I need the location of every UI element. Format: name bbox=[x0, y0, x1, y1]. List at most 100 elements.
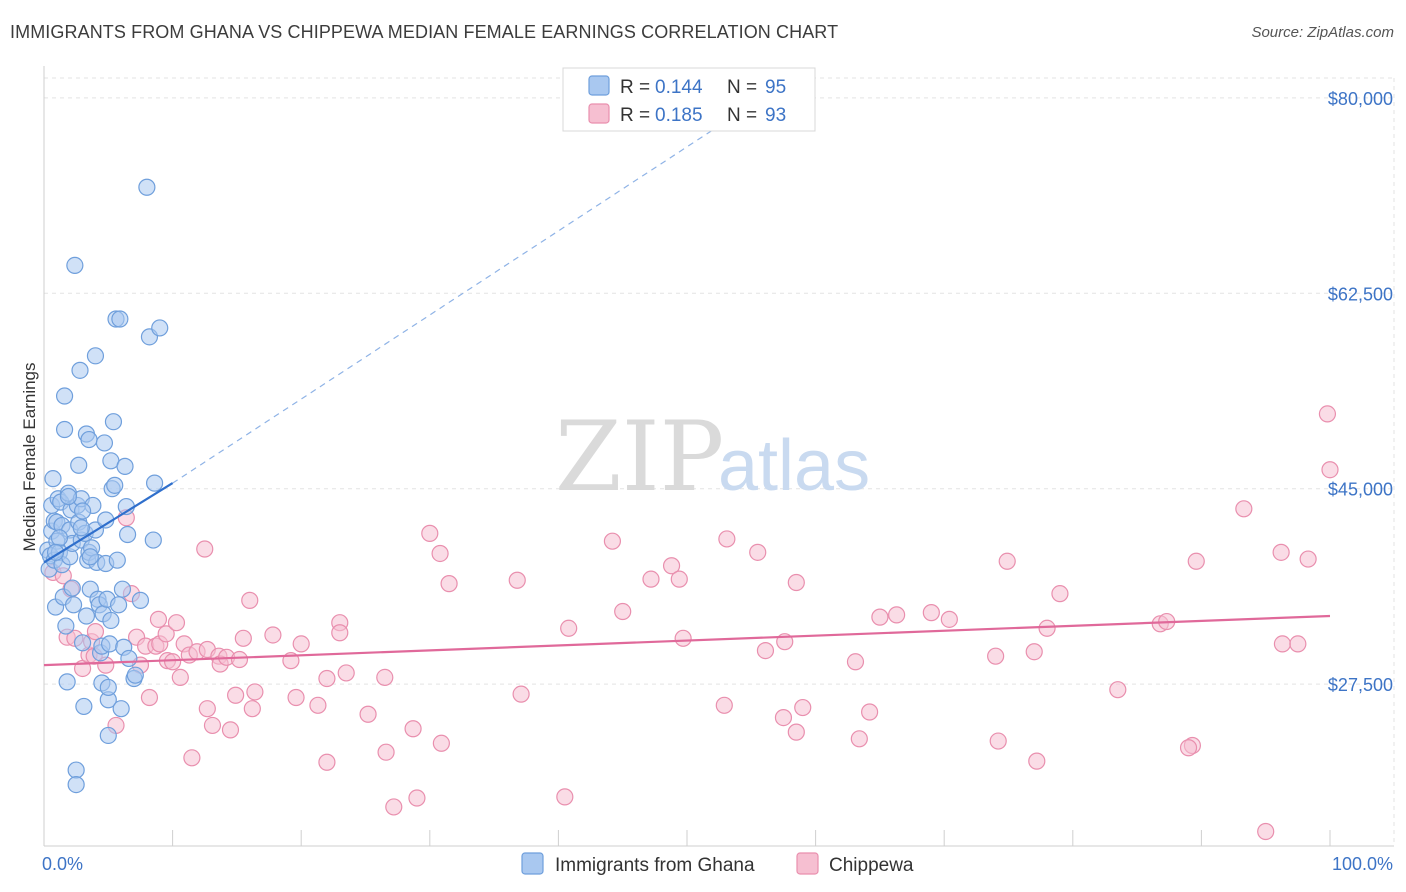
chippewa-point-68 bbox=[642, 570, 660, 588]
ghana-point-65 bbox=[102, 611, 120, 630]
chippewa-point-109 bbox=[408, 789, 426, 807]
ghana-point-30 bbox=[67, 775, 85, 794]
chippewa-point-39 bbox=[230, 650, 249, 669]
ghana-point-44 bbox=[80, 430, 98, 449]
ghana-point-80 bbox=[120, 649, 138, 668]
chippewa-point-62 bbox=[440, 575, 458, 593]
chippewa-point-33 bbox=[203, 716, 222, 735]
bottom-legend-label-ghana: Immigrants from Ghana bbox=[555, 855, 755, 876]
chippewa-point-67 bbox=[614, 602, 632, 621]
chippewa-point-50 bbox=[318, 753, 336, 771]
chippewa-point-66 bbox=[603, 532, 622, 550]
chippewa-point-55 bbox=[376, 668, 394, 687]
y-tick-label-1: $45,000 bbox=[1328, 480, 1393, 500]
chippewa-point-93 bbox=[1051, 585, 1069, 603]
chippewa-point-81 bbox=[846, 653, 865, 671]
legend-n-label-ghana: N = bbox=[727, 77, 757, 98]
chippewa-point-25 bbox=[171, 668, 189, 687]
y-tick-label-3: $80,000 bbox=[1328, 89, 1393, 109]
legend-r-label-chippewa: R = bbox=[620, 105, 650, 126]
x-tick-label-min: 0.0% bbox=[42, 854, 83, 874]
ghana-point-93 bbox=[46, 543, 65, 561]
chippewa-point-92 bbox=[1028, 752, 1046, 770]
chippewa-point-58 bbox=[404, 720, 422, 738]
ghana-point-91 bbox=[73, 502, 92, 520]
ghana-point-57 bbox=[95, 434, 114, 452]
chippewa-point-71 bbox=[674, 629, 692, 647]
chippewa-point-43 bbox=[246, 683, 264, 701]
chippewa-point-87 bbox=[940, 610, 958, 628]
ghana-point-26 bbox=[63, 579, 81, 597]
ghana-point-28 bbox=[66, 256, 84, 274]
legend-n-label-chippewa: N = bbox=[727, 105, 757, 126]
ghana-point-17 bbox=[55, 387, 74, 405]
ghana-point-19 bbox=[57, 617, 75, 635]
chippewa-point-101 bbox=[1272, 543, 1290, 561]
chippewa-point-106 bbox=[1321, 461, 1339, 479]
chippewa-point-82 bbox=[850, 730, 868, 748]
chippewa-point-49 bbox=[318, 669, 336, 688]
legend-r-value-ghana: 0.144 bbox=[655, 77, 703, 98]
ghana-point-92 bbox=[50, 529, 69, 547]
chippewa-point-91 bbox=[1025, 643, 1043, 661]
chippewa-point-108 bbox=[1179, 739, 1198, 757]
ghana-point-20 bbox=[58, 673, 76, 691]
ghana-point-27 bbox=[64, 596, 83, 614]
chart-source: Source: ZipAtlas.com bbox=[1251, 24, 1394, 41]
ghana-points bbox=[39, 178, 169, 794]
chippewa-point-40 bbox=[234, 629, 252, 647]
legend-r-label-ghana: R = bbox=[620, 77, 650, 98]
chippewa-point-102 bbox=[1273, 635, 1292, 653]
chippewa-point-32 bbox=[198, 700, 216, 718]
chippewa-point-17 bbox=[140, 688, 159, 707]
ghana-point-18 bbox=[55, 420, 74, 439]
ghana-point-84 bbox=[138, 178, 156, 196]
ghana-point-82 bbox=[126, 666, 144, 684]
ghana-point-71 bbox=[108, 551, 126, 569]
chippewa-point-41 bbox=[241, 591, 259, 609]
ghana-point-94 bbox=[81, 548, 99, 566]
ghana-point-87 bbox=[145, 474, 164, 492]
legend-swatch-ghana bbox=[588, 75, 610, 96]
y-axis-label: Median Female Earnings bbox=[20, 363, 39, 552]
chippewa-point-23 bbox=[164, 653, 182, 671]
ghana-point-48 bbox=[86, 347, 105, 365]
axes bbox=[43, 66, 1394, 847]
chippewa-point-105 bbox=[1318, 405, 1337, 423]
ghana-point-83 bbox=[131, 591, 150, 609]
chippewa-point-9 bbox=[86, 623, 105, 641]
chippewa-point-89 bbox=[989, 732, 1007, 750]
chippewa-point-86 bbox=[922, 604, 940, 622]
ghana-point-69 bbox=[106, 476, 124, 494]
ghana-point-62 bbox=[99, 678, 117, 697]
trend-lines bbox=[43, 125, 1331, 667]
chippewa-point-30 bbox=[196, 540, 214, 558]
chippewa-point-76 bbox=[774, 708, 793, 727]
chippewa-point-110 bbox=[556, 788, 574, 806]
chart-title: IMMIGRANTS FROM GHANA VS CHIPPEWA MEDIAN… bbox=[10, 22, 839, 42]
chippewa-point-85 bbox=[888, 606, 906, 624]
chippewa-point-47 bbox=[292, 635, 310, 653]
ghana-point-74 bbox=[112, 700, 130, 718]
chippewa-point-100 bbox=[1257, 822, 1275, 841]
ghana-point-75 bbox=[113, 580, 132, 598]
chippewa-point-107 bbox=[1038, 619, 1056, 637]
legend-n-value-ghana: 95 bbox=[765, 77, 786, 98]
ghana-trend-line-dashed bbox=[172, 125, 720, 484]
ghana-point-5 bbox=[44, 470, 62, 488]
chippewa-point-38 bbox=[227, 686, 245, 704]
chippewa-point-83 bbox=[861, 703, 879, 721]
y-tick-labels: $27,500 $45,000 $62,500 $80,000 bbox=[1328, 89, 1393, 695]
ghana-point-64 bbox=[100, 635, 119, 653]
chippewa-point-44 bbox=[264, 626, 282, 644]
chippewa-point-56 bbox=[377, 743, 395, 761]
ghana-point-72 bbox=[109, 596, 128, 614]
bottom-legend-swatch-ghana bbox=[521, 852, 544, 875]
ghana-point-34 bbox=[71, 361, 89, 379]
chippewa-point-73 bbox=[718, 530, 736, 548]
chippewa-point-80 bbox=[794, 698, 812, 717]
bottom-legend-label-chippewa: Chippewa bbox=[829, 855, 914, 876]
chippewa-point-59 bbox=[421, 524, 439, 542]
chippewa-point-64 bbox=[512, 685, 530, 703]
watermark-atlas: atlas bbox=[718, 426, 870, 506]
